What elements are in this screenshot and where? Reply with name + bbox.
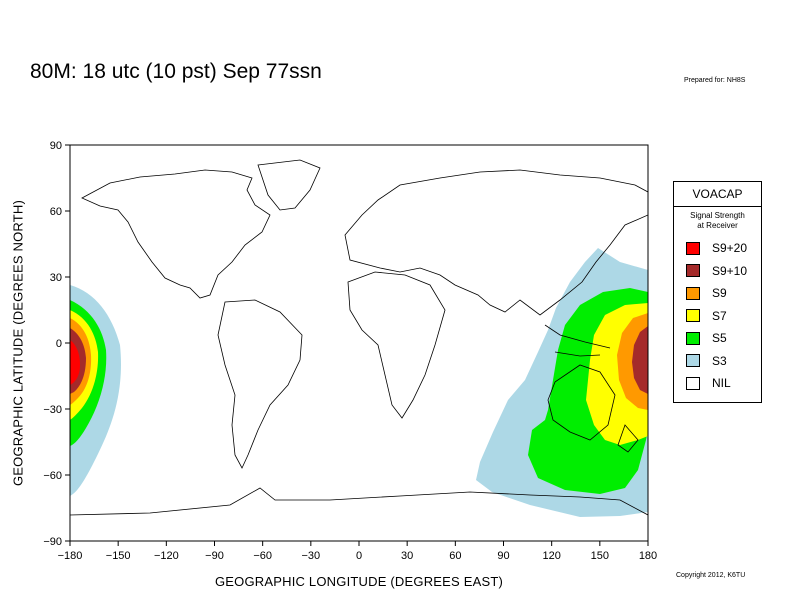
x-tick-label: 150 [591, 550, 609, 562]
coverage-s5 [70, 288, 648, 494]
legend-swatch [686, 286, 700, 300]
legend-item-nil: NIL [674, 372, 761, 395]
legend-label: S9+20 [712, 241, 748, 256]
legend-swatch [686, 354, 700, 368]
y-tick-label: 30 [50, 272, 62, 284]
x-tick-label: 180 [639, 550, 657, 562]
new-zealand-outline [617, 424, 639, 453]
continent-outlines [70, 159, 648, 516]
legend-swatch [686, 331, 700, 345]
legend-swatch [686, 264, 700, 278]
legend-swatch [686, 376, 700, 390]
legend-subtitle-line2: at Receiver [697, 221, 738, 230]
y-tick-label: −90 [43, 536, 62, 548]
x-tick-label: −30 [301, 550, 320, 562]
y-tick-label: 60 [50, 206, 62, 218]
x-tick-label: −60 [253, 550, 272, 562]
legend-subtitle: Signal Strength at Receiver [674, 211, 761, 231]
australia-outline [547, 364, 616, 441]
legend-item-s9-20: S9+20 [674, 237, 761, 260]
eurasia-outline [344, 169, 648, 316]
y-axis-label: GEOGRAPHIC LATITUDE (DEGREES NORTH) [10, 199, 26, 487]
legend-label: S3 [712, 353, 727, 368]
legend-item-s9: S9 [674, 282, 761, 305]
africa-outline [347, 271, 446, 419]
prepared-for-note: Prepared for: NH8S [684, 77, 746, 84]
legend-label: NIL [712, 376, 731, 391]
x-axis-ticks: −180 −150 −120 −90 −60 −30 0 30 60 90 120 150 180 [58, 541, 657, 562]
y-tick-label: 0 [56, 338, 62, 350]
y-axis-ticks: 90 60 30 0 −30 −60 −90 [43, 140, 70, 548]
x-tick-label: 30 [401, 550, 413, 562]
legend-subtitle-line1: Signal Strength [690, 211, 745, 220]
legend-title: VOACAP [674, 182, 761, 207]
x-tick-label: −150 [106, 550, 131, 562]
y-tick-label: 90 [50, 140, 62, 152]
copyright-note: Copyright 2012, K6TU [676, 572, 746, 579]
north-america-outline [81, 169, 271, 299]
x-tick-label: −120 [154, 550, 179, 562]
legend-item-s5: S5 [674, 327, 761, 350]
legend-label: S7 [712, 308, 727, 323]
coverage-s9-20 [70, 340, 80, 385]
legend-swatch [686, 309, 700, 323]
legend-item-s7: S7 [674, 305, 761, 328]
x-tick-label: −180 [58, 550, 83, 562]
coverage-s3 [70, 248, 648, 517]
indonesia-outline [544, 324, 611, 357]
antarctica-outline [70, 487, 648, 516]
south-america-outline [217, 299, 303, 469]
greenland-outline [257, 159, 321, 211]
legend-label: S9 [712, 286, 727, 301]
x-tick-label: 0 [356, 550, 362, 562]
coverage-zones [70, 248, 648, 517]
x-tick-label: −90 [205, 550, 224, 562]
x-tick-label: 120 [542, 550, 560, 562]
x-axis-label: GEOGRAPHIC LONGITUDE (DEGREES EAST) [215, 574, 503, 589]
y-tick-label: −60 [43, 470, 62, 482]
legend: VOACAP Signal Strength at Receiver S9+20… [673, 181, 762, 403]
legend-swatch [686, 241, 700, 255]
legend-item-s3: S3 [674, 350, 761, 373]
legend-label: S9+10 [712, 263, 748, 278]
y-tick-label: −30 [43, 404, 62, 416]
x-tick-label: 90 [497, 550, 509, 562]
map-title: 80M: 18 utc (10 pst) Sep 77ssn [30, 60, 322, 83]
legend-label: S5 [712, 331, 727, 346]
legend-item-s9-10: S9+10 [674, 260, 761, 283]
x-tick-label: 60 [449, 550, 461, 562]
